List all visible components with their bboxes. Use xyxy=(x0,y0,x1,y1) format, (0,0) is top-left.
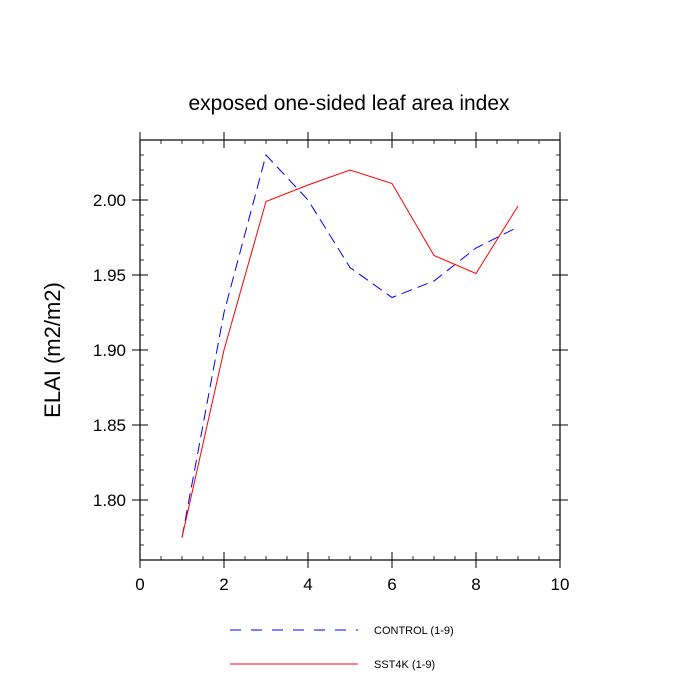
axis-tick-labels: 0 2 4 6 8 10 1.80 1.85 1.90 1.95 2.00 xyxy=(93,191,570,594)
y-tick-label: 1.95 xyxy=(93,266,126,285)
plot-frame xyxy=(139,139,561,561)
y-axis-label: ELAI (m2/m2) xyxy=(40,282,65,418)
series-line-sst4k xyxy=(181,169,519,538)
x-tick-label: 8 xyxy=(471,575,480,594)
x-tick-label: 10 xyxy=(551,575,570,594)
y-tick-label: 2.00 xyxy=(93,191,126,210)
x-tick-label: 4 xyxy=(303,575,312,594)
legend: CONTROL (1-9) SST4K (1-9) xyxy=(230,625,454,671)
y-tick-label: 1.85 xyxy=(93,416,126,435)
legend-label: CONTROL (1-9) xyxy=(374,625,454,637)
series-line-control xyxy=(181,153,519,538)
y-tick-label: 1.90 xyxy=(93,341,126,360)
legend-label: SST4K (1-9) xyxy=(374,659,435,671)
chart-title: exposed one-sided leaf area index xyxy=(188,92,510,115)
x-tick-label: 6 xyxy=(387,575,396,594)
x-tick-label: 2 xyxy=(219,575,228,594)
x-tick-label: 0 xyxy=(135,575,144,594)
series-lines xyxy=(181,153,519,538)
axis-ticks xyxy=(132,132,568,568)
y-tick-label: 1.80 xyxy=(93,491,126,510)
